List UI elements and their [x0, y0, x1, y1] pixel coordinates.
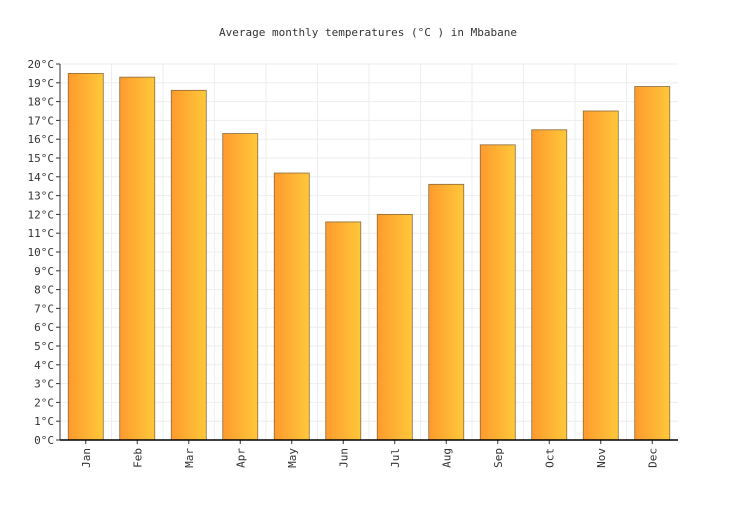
- grid: [60, 63, 678, 440]
- y-tick-label: 15°C: [28, 152, 55, 165]
- y-tick-label: 14°C: [28, 171, 55, 184]
- bar-may: [273, 172, 310, 441]
- bar-aug: [428, 183, 465, 441]
- y-tick-label: 16°C: [28, 133, 55, 146]
- bars: [67, 73, 671, 441]
- bar-mar: [170, 89, 207, 441]
- x-tick-label: Mar: [183, 448, 196, 468]
- x-axis-ticks: Jan Feb Mar Apr May Jun Jul Aug Sep Oct Nov Dec: [80, 440, 659, 468]
- bar-oct: [531, 129, 568, 441]
- y-tick-label: 6°C: [34, 321, 54, 334]
- y-tick-label: 19°C: [28, 77, 55, 90]
- y-tick-label: 0°C: [34, 434, 54, 447]
- bar-jul: [376, 213, 413, 441]
- y-tick-label: 20°C: [28, 58, 55, 71]
- y-tick-label: 13°C: [28, 190, 55, 203]
- y-tick-label: 10°C: [28, 246, 55, 259]
- y-tick-label: 17°C: [28, 114, 55, 127]
- x-tick-label: Apr: [234, 448, 247, 468]
- bar-jun: [325, 221, 362, 441]
- axes: [59, 64, 678, 441]
- x-tick-label: Dec: [646, 448, 659, 468]
- x-tick-label: Jul: [389, 448, 402, 468]
- bar-jan: [67, 73, 104, 441]
- y-tick-label: 9°C: [34, 265, 54, 278]
- y-axis-ticks: 0°C 1°C 2°C 3°C 4°C 5°C 6°C 7°C 8°C 9°C 10°C 11°C 12…: [28, 58, 60, 447]
- y-tick-label: 11°C: [28, 227, 55, 240]
- x-tick-label: Sep: [492, 448, 505, 468]
- y-tick-label: 5°C: [34, 340, 54, 353]
- y-tick-label: 1°C: [34, 415, 54, 428]
- bar-apr: [222, 133, 259, 441]
- bar-feb: [119, 76, 156, 441]
- x-tick-label: Nov: [595, 448, 608, 468]
- x-tick-label: Aug: [440, 448, 453, 468]
- y-tick-label: 18°C: [28, 96, 55, 109]
- x-tick-label: Feb: [131, 448, 144, 468]
- x-tick-label: Jan: [80, 448, 93, 468]
- y-tick-label: 7°C: [34, 302, 54, 315]
- bar-sep: [479, 144, 516, 441]
- x-tick-label: Jun: [337, 448, 350, 468]
- bar-nov: [582, 110, 619, 441]
- y-tick-label: 4°C: [34, 359, 54, 372]
- x-tick-label: May: [286, 448, 299, 468]
- chart-title: Average monthly temperatures (°C ) in Mb…: [219, 26, 517, 39]
- x-tick-label: Oct: [543, 448, 556, 468]
- y-tick-label: 12°C: [28, 208, 55, 221]
- y-tick-label: 2°C: [34, 396, 54, 409]
- bar-dec: [634, 86, 671, 441]
- y-tick-label: 8°C: [34, 284, 54, 297]
- y-tick-label: 3°C: [34, 378, 54, 391]
